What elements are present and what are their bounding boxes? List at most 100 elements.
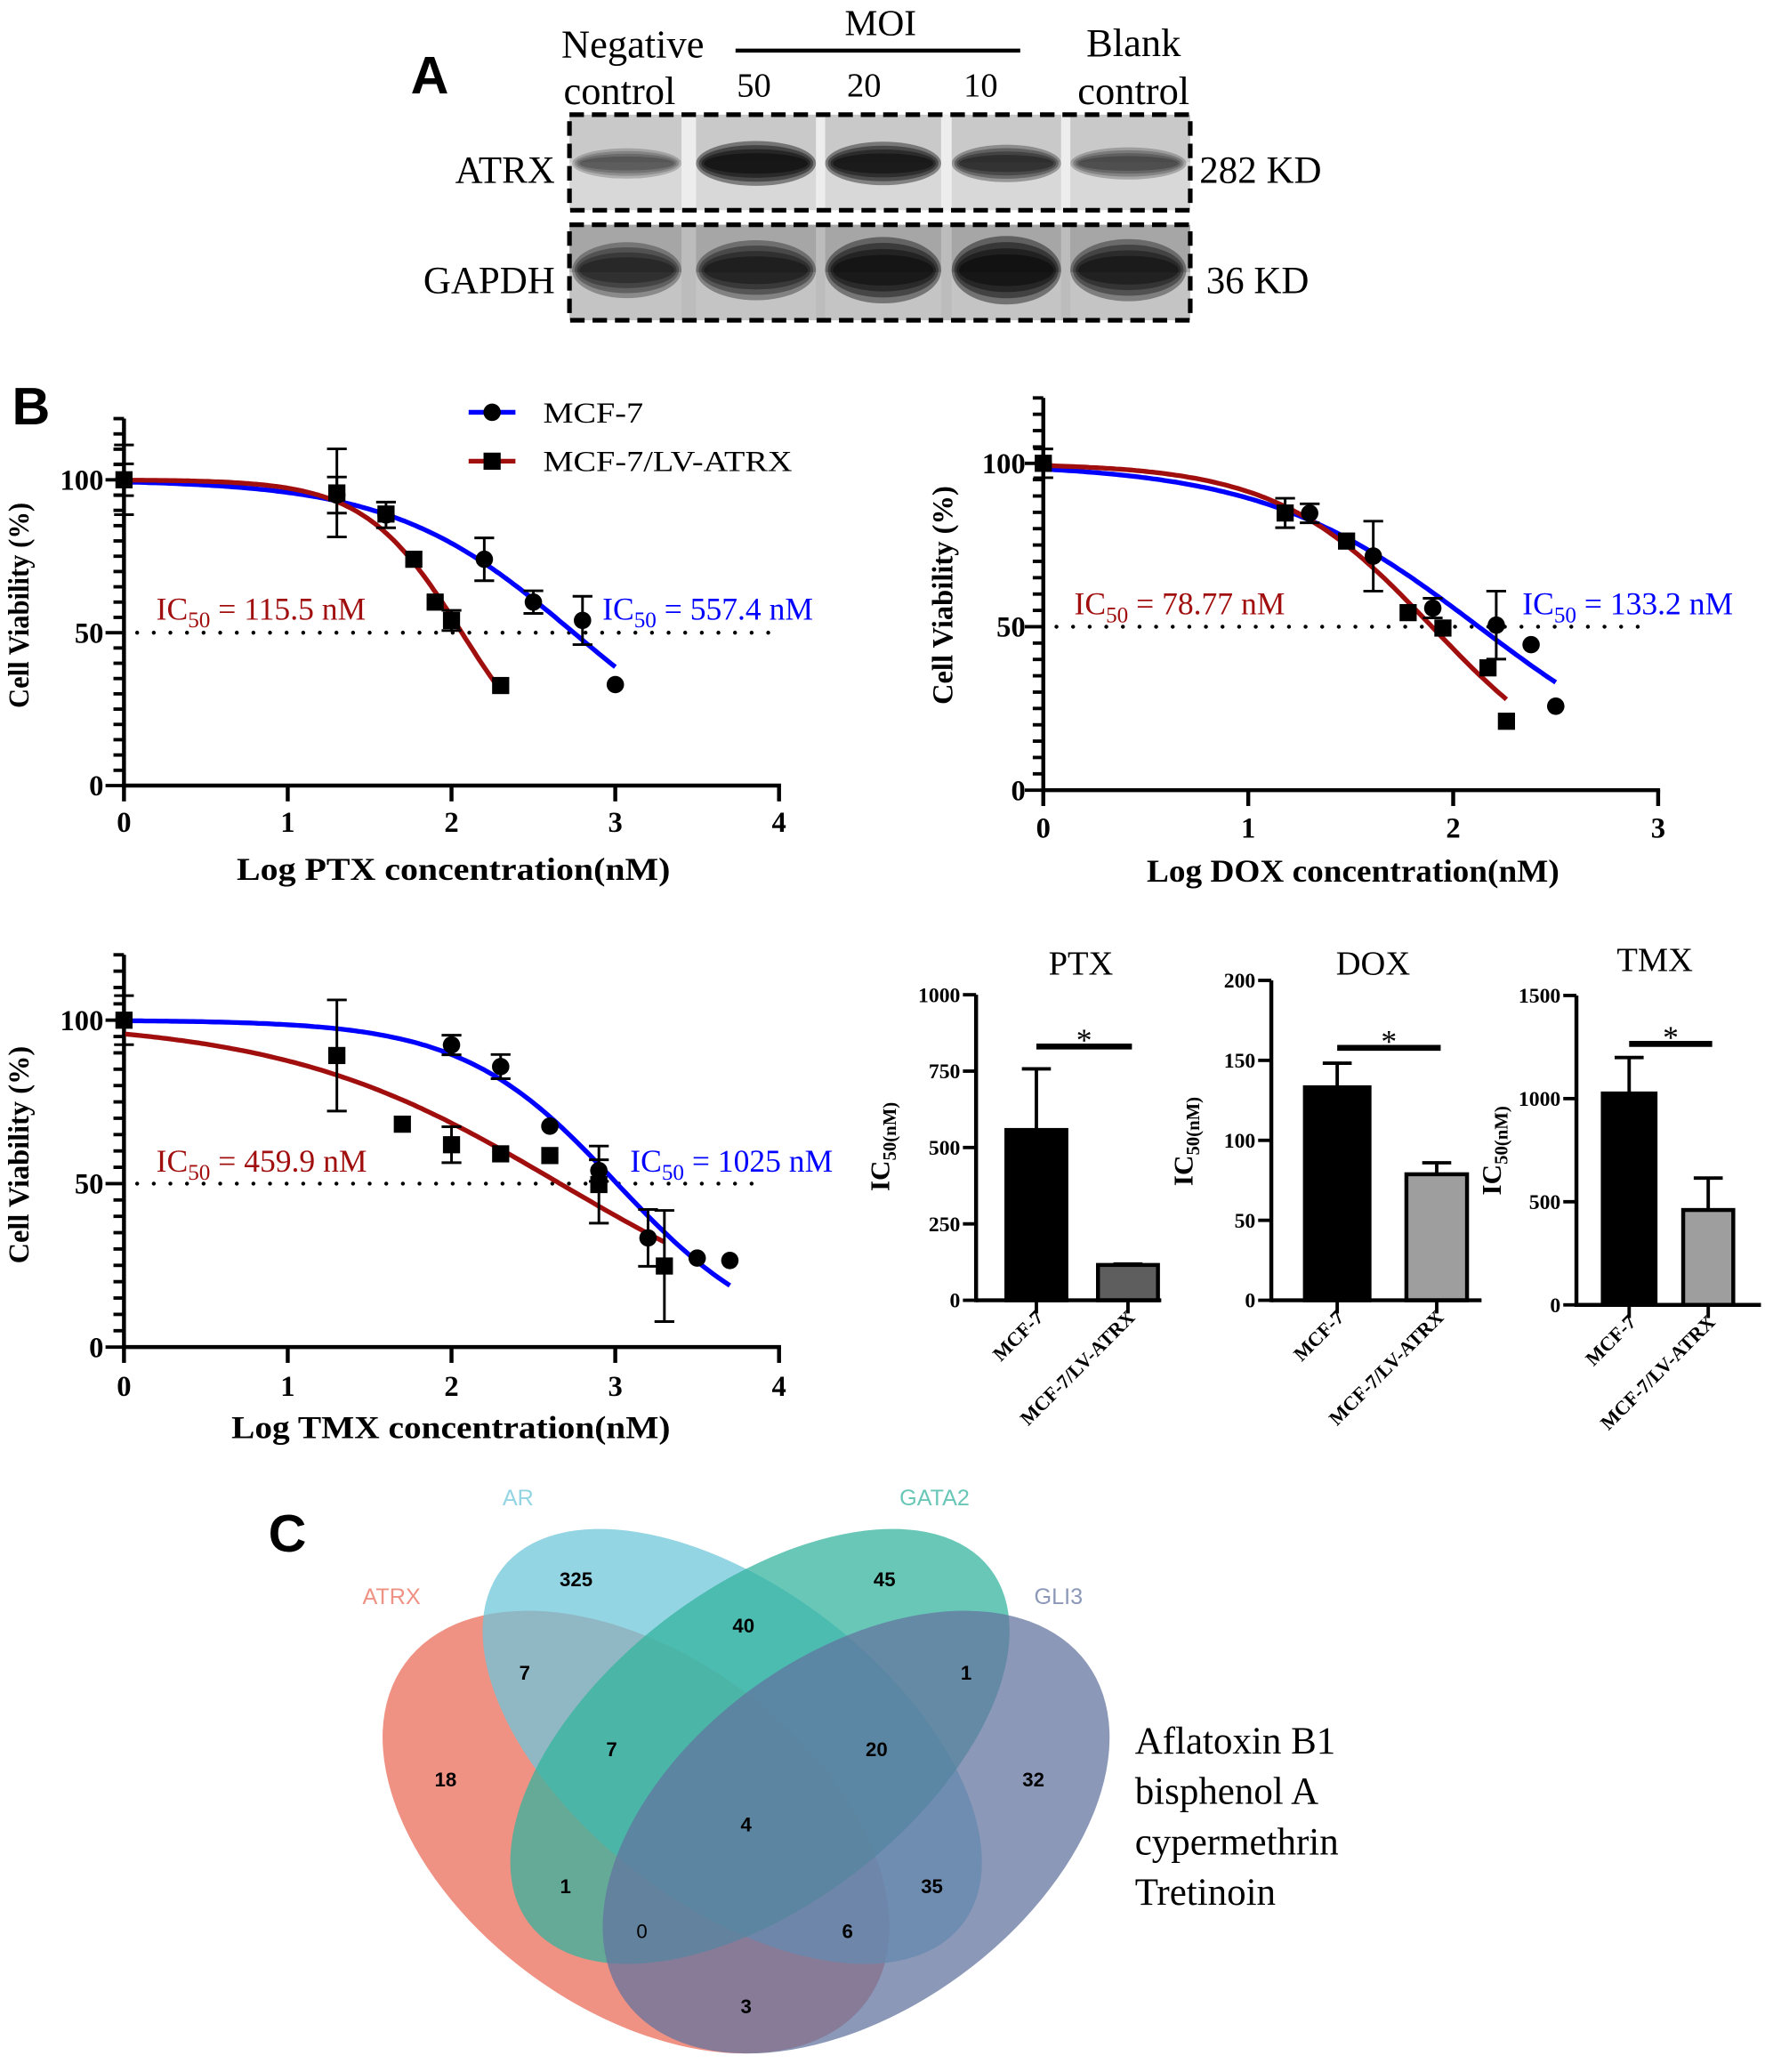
legend-label-mcf7: MCF-7 (544, 398, 644, 430)
data-point-square (405, 550, 423, 568)
y-axis-title: IC50(nM) (865, 1102, 900, 1191)
ptx-viability-chart: 0 50 100 0 1 2 3 4 Log PTX concentration(nM) Ce… (4, 398, 813, 887)
band-density (951, 144, 1061, 182)
x-tick-label: 4 (772, 807, 786, 839)
band-density (830, 149, 937, 178)
y-tick-label: 0 (1245, 1290, 1255, 1313)
lane-gap (681, 114, 697, 211)
band-density (704, 256, 809, 285)
lane-gap (940, 114, 952, 211)
y-tick-label: 100 (60, 1005, 104, 1037)
fit-curve-mcf-7 (124, 1018, 731, 1288)
data-points-mcf-7-lv-atrx (115, 471, 510, 695)
y-tick-label: 1000 (918, 984, 960, 1007)
error-bar (1021, 1067, 1052, 1131)
band-density (701, 149, 811, 178)
ic50-value: = 115.5 nM (210, 591, 366, 626)
data-point-square (1497, 713, 1515, 730)
data-point-circle (688, 1249, 706, 1267)
ic50-label-mcf7: IC50 = 133.2 nM (1522, 585, 1733, 627)
data-point-circle (639, 1229, 657, 1247)
ptx-chart-marks: 0 50 100 0 1 2 3 4 (60, 416, 786, 839)
y-axis-title: Cell Viability (%) (927, 486, 959, 705)
band-density (956, 248, 1057, 293)
x-tick-label: 1 (1241, 813, 1255, 845)
x-tick-label: 3 (608, 1371, 622, 1403)
significance-marker: * (1076, 1022, 1092, 1058)
compound-list: Aflatoxin B1 bisphenol A cypermethrin Tr… (1135, 1721, 1339, 1914)
band-density (696, 239, 817, 301)
ic50-value: = 1025 nM (684, 1143, 833, 1179)
data-point-circle (442, 1036, 461, 1054)
data-point-square (541, 1147, 559, 1165)
fit-curve-mcf-7-lv-atrx (124, 1031, 666, 1245)
legend-label-mcf7-lv-atrx: MCF-7/LV-ATRX (544, 446, 793, 478)
y-tick-label: 0 (89, 1332, 103, 1364)
data-point-circle (1487, 616, 1505, 634)
venn-region-count-atrx-gli3: 3 (740, 1995, 751, 2018)
venn-region-counts: 18 325 45 32 7 40 1 7 20 4 1 35 0 6 3 (435, 1568, 1044, 2018)
ic50-label-mcf7-lv-atrx: IC50 = 459.9 nM (157, 1143, 367, 1185)
y-tick-label: 100 (60, 464, 104, 496)
ic50-subscript: 50 (662, 1161, 684, 1185)
y-tick-label: 0 (89, 770, 103, 802)
band-density (830, 248, 937, 292)
band-density (951, 236, 1061, 305)
bar-mcf-7 (1302, 1084, 1372, 1302)
data-point-square (492, 1145, 510, 1163)
significance-marker: * (1663, 1020, 1679, 1055)
band-density (579, 156, 674, 171)
data-point-circle (524, 593, 543, 611)
ic50-subscript: 50 (1106, 603, 1128, 627)
y-axis-title-subscript: 50(nM) (881, 1102, 900, 1161)
blot-background-upper (569, 224, 1190, 273)
dox-viability-chart: 0 50 100 0 1 2 3 Log DOX concentration(nM) Cel… (927, 396, 1733, 889)
venn-set-gli3 (602, 1610, 1110, 2054)
data-point-square (328, 1046, 346, 1065)
band-density (1076, 250, 1181, 291)
tmx-chart-marks: 0 50 100 0 1 2 3 4 (60, 953, 786, 1403)
molecular-weight-atrx: 282 KD (1199, 149, 1321, 191)
chart-title: DOX (1336, 946, 1411, 983)
venn-region-count-atrx: 18 (435, 1769, 457, 1791)
data-point-circle (574, 611, 592, 630)
band-density (704, 153, 809, 174)
data-points-mcf-7 (115, 471, 625, 694)
negative-control-header-line2: control (563, 69, 675, 113)
data-point-circle (1522, 635, 1540, 654)
data-point-circle (1364, 547, 1382, 565)
panel-c-venn: C ATRX AR GATA2 GLI3 18 325 45 32 7 40 1 7 20 4 1 35 0 6 3… (269, 1486, 1339, 2054)
error-bar (1422, 1161, 1452, 1174)
data-points-mcf-7 (1034, 454, 1565, 715)
band-density (576, 153, 677, 173)
ic50-value: = 78.77 nM (1128, 585, 1285, 621)
chart-title: TMX (1616, 942, 1693, 980)
band-density (696, 141, 817, 186)
data-point-circle (1423, 599, 1442, 617)
y-axis-title-main: IC (1167, 1156, 1198, 1187)
venn-region-count-gata2: 45 (874, 1568, 896, 1591)
venn-region-count-atrx-ar-gata2-gli3: 4 (740, 1814, 752, 1836)
blot-background-upper (569, 114, 1190, 163)
data-point-square (492, 676, 510, 695)
blot-row-label-atrx: ATRX (455, 149, 555, 191)
error-bar (1615, 1055, 1644, 1094)
blank-control-header-line2: control (1077, 69, 1189, 113)
venn-region-count-gata2-gli3: 1 (961, 1662, 971, 1684)
band-lane-4 (951, 144, 1061, 182)
legend-marker-square (483, 452, 501, 471)
venn-set-label-gata2: GATA2 (899, 1486, 970, 1511)
band-lane-2 (696, 239, 817, 301)
category-label: MCF-7 (988, 1306, 1048, 1366)
x-axis-title: Log TMX concentration(nM) (231, 1409, 670, 1445)
y-tick-label: 50 (1235, 1210, 1256, 1233)
venn-set-label-gli3: GLI3 (1034, 1584, 1083, 1609)
ic50-subscript: 50 (188, 1161, 210, 1185)
venn-region-count-atrx-gata2-gli3: 0 (636, 1921, 647, 1943)
venn-ellipses (383, 1528, 1110, 2054)
y-axis-title-subscript: 50(nM) (1493, 1106, 1512, 1165)
venn-set-label-atrx: ATRX (362, 1584, 420, 1609)
data-point-circle (721, 1252, 739, 1270)
data-point-square (1276, 504, 1294, 522)
